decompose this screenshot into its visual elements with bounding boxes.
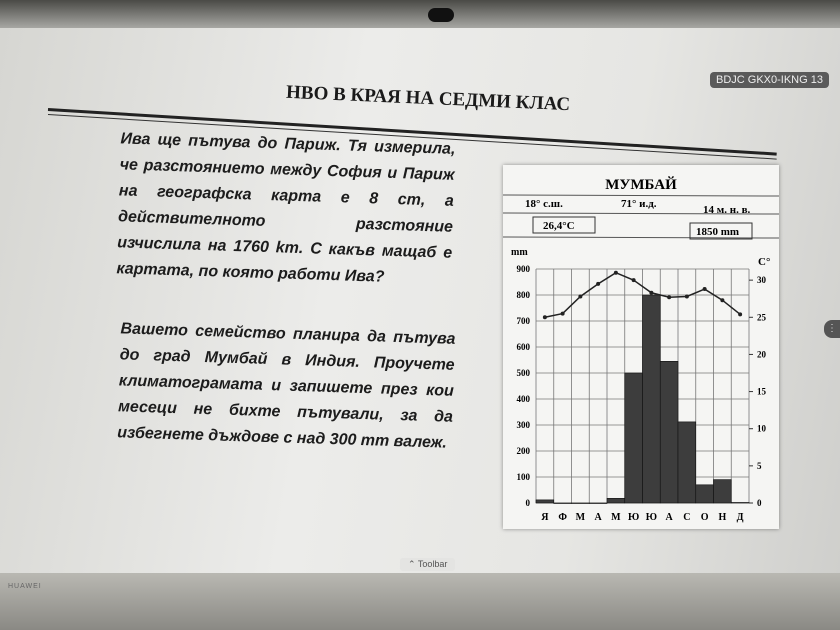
monitor-bezel-bottom <box>0 573 840 630</box>
precipitation-bar <box>606 498 626 504</box>
precipitation-bar <box>695 484 714 504</box>
temperature-point <box>738 312 743 317</box>
task-paragraph-1: Ива ще пътува до Париж. Тя измерила, че … <box>41 124 456 293</box>
y-left-tick: 200 <box>517 446 531 456</box>
temperature-point <box>560 311 565 316</box>
temperature-point <box>631 278 636 283</box>
temperature-point <box>542 315 547 320</box>
month-label: С <box>683 512 690 523</box>
precipitation-bar <box>571 502 590 504</box>
temperature-point <box>702 287 707 292</box>
temperature-point <box>720 298 725 303</box>
month-label: Ю <box>628 512 639 523</box>
month-label: Я <box>541 512 549 523</box>
month-label: А <box>666 512 674 523</box>
precipitation-bar <box>730 502 750 504</box>
y-left-tick: 900 <box>517 264 531 274</box>
device-badge[interactable]: BDJC GKX0-IKNG 13 <box>710 72 829 88</box>
header-divider <box>502 236 780 239</box>
month-label: А <box>595 512 603 523</box>
annual-precipitation-box <box>689 222 753 240</box>
task-text-2: Вашето семейство планира да пътува до гр… <box>117 320 456 452</box>
y-right-tick: 10 <box>757 424 767 434</box>
y-left-tick: 300 <box>517 420 531 430</box>
month-label: М <box>576 512 586 523</box>
precipitation-bar <box>588 502 608 504</box>
climatogram: МУМБАЙ 18° с.ш. 71° и.д. 14 м. н. в. 26,4°C 1… <box>502 165 780 529</box>
y-left-tick: 100 <box>517 472 531 482</box>
brand-logo: HUAWEI <box>8 583 42 590</box>
month-label: Ю <box>646 512 657 523</box>
precipitation-bar <box>624 372 643 504</box>
climatogram-svg: МУМБАЙ 18° с.ш. 71° и.д. 14 м. н. в. 26,4°C 1… <box>502 176 780 523</box>
y-left-tick: 600 <box>517 342 531 352</box>
y-left-tick: 0 <box>526 498 531 508</box>
longitude-label: 71° и.д. <box>621 198 657 210</box>
precipitation-bar <box>659 361 679 504</box>
precipitation-bar <box>535 499 555 504</box>
month-label: Д <box>737 512 744 523</box>
latitude-label: 18° с.ш. <box>525 198 563 210</box>
mean-temperature: 26,4°C <box>543 220 575 232</box>
temperature-point <box>596 281 601 286</box>
camera <box>428 8 454 22</box>
y-left-tick: 700 <box>517 316 531 326</box>
mean-temperature-box <box>532 216 596 234</box>
month-label: Ф <box>558 512 567 523</box>
y-left-tick: 500 <box>517 368 531 378</box>
y-left-tick: 400 <box>517 394 531 404</box>
annual-precipitation: 1850 mm <box>696 226 739 238</box>
y-right-tick: 5 <box>757 461 762 471</box>
task-paragraph-2: Вашето семейство планира да пътува до гр… <box>42 314 456 457</box>
precipitation-bar <box>713 479 732 504</box>
y-left-tick: 800 <box>517 290 531 300</box>
toolbar-button[interactable]: ⌃ Toolbar <box>400 558 456 571</box>
temperature-point <box>578 294 583 299</box>
right-axis-unit: C° <box>758 256 770 268</box>
month-label: М <box>611 512 621 523</box>
precipitation-bar <box>677 421 697 504</box>
temperature-line <box>544 271 741 319</box>
temperature-point <box>649 290 654 295</box>
header-divider <box>502 194 780 197</box>
left-axis-unit: mm <box>511 247 528 258</box>
month-label: Н <box>718 512 726 523</box>
temperature-point <box>684 294 689 299</box>
precipitation-bar <box>642 294 661 504</box>
y-right-tick: 30 <box>757 275 767 285</box>
altitude-label: 14 м. н. в. <box>703 204 751 216</box>
side-menu-button[interactable]: ⋮ <box>824 320 840 338</box>
month-label: О <box>701 512 709 523</box>
y-right-tick: 20 <box>757 349 767 359</box>
toolbar-label: Toolbar <box>417 559 448 569</box>
header-divider <box>502 212 780 215</box>
chart-title: МУМБАЙ <box>605 176 677 193</box>
temperature-point <box>613 270 618 275</box>
precipitation-bar <box>553 502 572 504</box>
y-right-tick: 15 <box>757 387 767 397</box>
task-text-1: Ива ще пътува до Париж. Тя измерила, че … <box>116 130 456 286</box>
y-right-tick: 0 <box>757 498 762 508</box>
temperature-point <box>667 295 672 300</box>
y-right-tick: 25 <box>757 312 767 322</box>
